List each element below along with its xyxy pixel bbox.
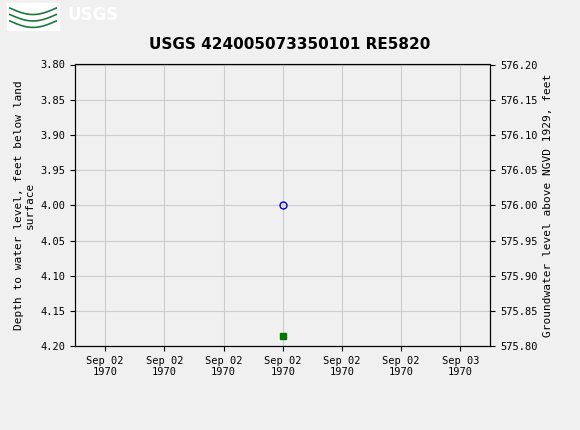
- Y-axis label: Depth to water level, feet below land
surface: Depth to water level, feet below land su…: [13, 80, 35, 330]
- Text: USGS: USGS: [68, 6, 119, 25]
- Bar: [7, 3, 59, 30]
- Y-axis label: Groundwater level above NGVD 1929, feet: Groundwater level above NGVD 1929, feet: [543, 74, 553, 337]
- Text: USGS 424005073350101 RE5820: USGS 424005073350101 RE5820: [149, 37, 431, 52]
